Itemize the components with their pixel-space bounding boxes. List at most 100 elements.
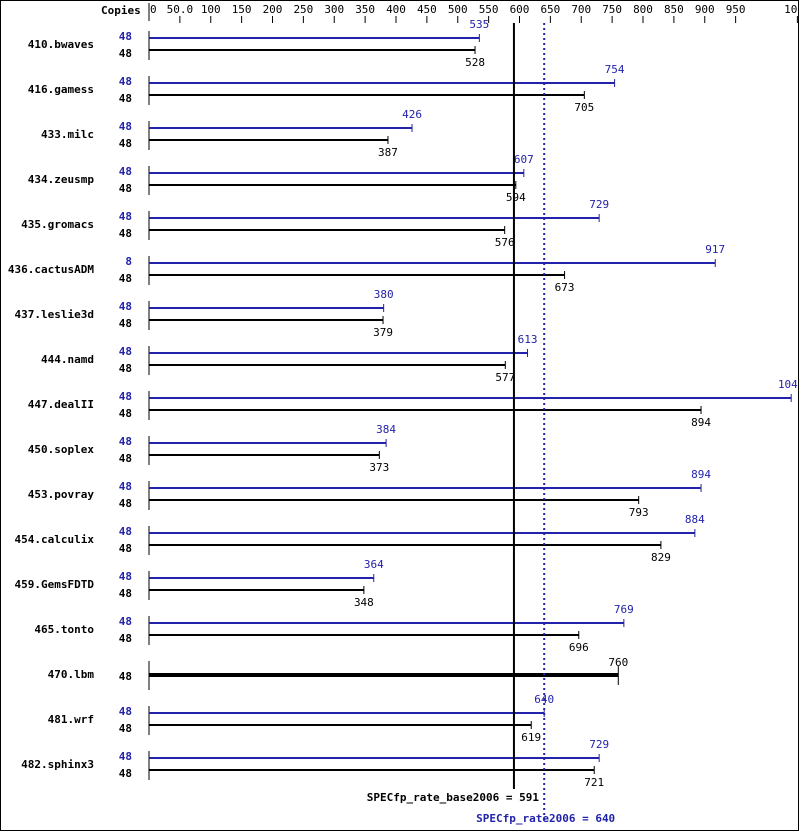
- peak-copies: 48: [119, 525, 132, 538]
- peak-value: 426: [402, 108, 422, 121]
- peak-value: 894: [691, 468, 711, 481]
- axis-tick-label: 350: [355, 3, 375, 16]
- base-copies: 48: [119, 92, 132, 105]
- peak-copies: 48: [119, 345, 132, 358]
- base-value: 673: [555, 281, 575, 294]
- base-value: 528: [465, 56, 485, 69]
- axis-tick-label: 650: [540, 3, 560, 16]
- peak-value: 613: [518, 333, 538, 346]
- axis-tick-label: 200: [263, 3, 283, 16]
- axis-tick-label: 300: [324, 3, 344, 16]
- benchmark-label: 444.namd: [41, 353, 94, 366]
- peak-copies: 48: [119, 705, 132, 718]
- peak-copies: 48: [119, 570, 132, 583]
- base-copies: 48: [119, 227, 132, 240]
- benchmark-label: 450.soplex: [28, 443, 95, 456]
- base-value: 829: [651, 551, 671, 564]
- peak-value: 729: [589, 738, 609, 751]
- axis-tick-label: 250: [293, 3, 313, 16]
- peak-value: 364: [364, 558, 384, 571]
- peak-metric-label: SPECfp_rate2006 = 640: [476, 812, 615, 825]
- base-value: 760: [608, 656, 628, 669]
- peak-value: 754: [605, 63, 625, 76]
- peak-copies: 48: [119, 300, 132, 313]
- benchmark-label: 454.calculix: [15, 533, 95, 546]
- peak-copies: 48: [119, 210, 132, 223]
- base-copies: 48: [119, 497, 132, 510]
- base-value: 705: [574, 101, 594, 114]
- base-copies: 48: [119, 587, 132, 600]
- axis-tick-label: 800: [633, 3, 653, 16]
- axis-tick-label: 100: [201, 3, 221, 16]
- peak-copies: 48: [119, 390, 132, 403]
- axis-tick-label: 150: [232, 3, 252, 16]
- peak-copies: 8: [125, 255, 132, 268]
- axis-tick-label: 550: [479, 3, 499, 16]
- copies-header: Copies: [101, 4, 141, 17]
- base-copies: 48: [119, 670, 132, 683]
- base-value: 576: [495, 236, 515, 249]
- benchmark-label: 434.zeusmp: [28, 173, 95, 186]
- axis-tick-label: 700: [571, 3, 591, 16]
- peak-value: 1040: [778, 378, 799, 391]
- base-copies: 48: [119, 47, 132, 60]
- benchmark-label: 435.gromacs: [21, 218, 94, 231]
- base-value: 721: [584, 776, 604, 789]
- base-copies: 48: [119, 722, 132, 735]
- base-copies: 48: [119, 362, 132, 375]
- benchmark-label: 459.GemsFDTD: [15, 578, 95, 591]
- axis-tick-label: 900: [695, 3, 715, 16]
- axis-tick-label: 450: [417, 3, 437, 16]
- base-copies: 48: [119, 407, 132, 420]
- peak-copies: 48: [119, 30, 132, 43]
- axis-tick-label: 950: [726, 3, 746, 16]
- base-copies: 48: [119, 452, 132, 465]
- benchmark-label: 481.wrf: [48, 713, 94, 726]
- axis-tick-label: 600: [510, 3, 530, 16]
- base-value: 696: [569, 641, 589, 654]
- base-value: 619: [521, 731, 541, 744]
- axis-tick-label: 0: [150, 3, 157, 16]
- peak-copies: 48: [119, 480, 132, 493]
- base-value: 379: [373, 326, 393, 339]
- base-copies: 48: [119, 317, 132, 330]
- benchmark-label: 465.tonto: [34, 623, 94, 636]
- base-value: 373: [369, 461, 389, 474]
- base-copies: 48: [119, 632, 132, 645]
- axis-tick-label: 850: [664, 3, 684, 16]
- peak-copies: 48: [119, 750, 132, 763]
- benchmark-label: 433.milc: [41, 128, 94, 141]
- peak-value: 535: [469, 18, 489, 31]
- peak-copies: 48: [119, 165, 132, 178]
- peak-value: 769: [614, 603, 634, 616]
- base-value: 387: [378, 146, 398, 159]
- peak-value: 384: [376, 423, 396, 436]
- peak-value: 607: [514, 153, 534, 166]
- axis-tick-label: 500: [448, 3, 468, 16]
- base-value: 894: [691, 416, 711, 429]
- axis-tick-label: 750: [602, 3, 622, 16]
- base-metric-label: SPECfp_rate_base2006 = 591: [367, 791, 540, 804]
- benchmark-label: 470.lbm: [48, 668, 95, 681]
- benchmark-label: 453.povray: [28, 488, 95, 501]
- benchmark-label: 436.cactusADM: [8, 263, 94, 276]
- benchmark-label: 437.leslie3d: [15, 308, 94, 321]
- benchmark-label: 482.sphinx3: [21, 758, 94, 771]
- benchmark-label: 416.gamess: [28, 83, 94, 96]
- peak-copies: 48: [119, 75, 132, 88]
- axis-tick-label: 50.0: [167, 3, 194, 16]
- base-value: 577: [495, 371, 515, 384]
- base-copies: 48: [119, 542, 132, 555]
- peak-value: 729: [589, 198, 609, 211]
- base-copies: 48: [119, 137, 132, 150]
- base-copies: 48: [119, 182, 132, 195]
- base-copies: 48: [119, 767, 132, 780]
- base-value: 594: [506, 191, 526, 204]
- peak-copies: 48: [119, 435, 132, 448]
- peak-value: 917: [705, 243, 725, 256]
- base-value: 793: [629, 506, 649, 519]
- axis-tick-label: 400: [386, 3, 406, 16]
- base-copies: 48: [119, 272, 132, 285]
